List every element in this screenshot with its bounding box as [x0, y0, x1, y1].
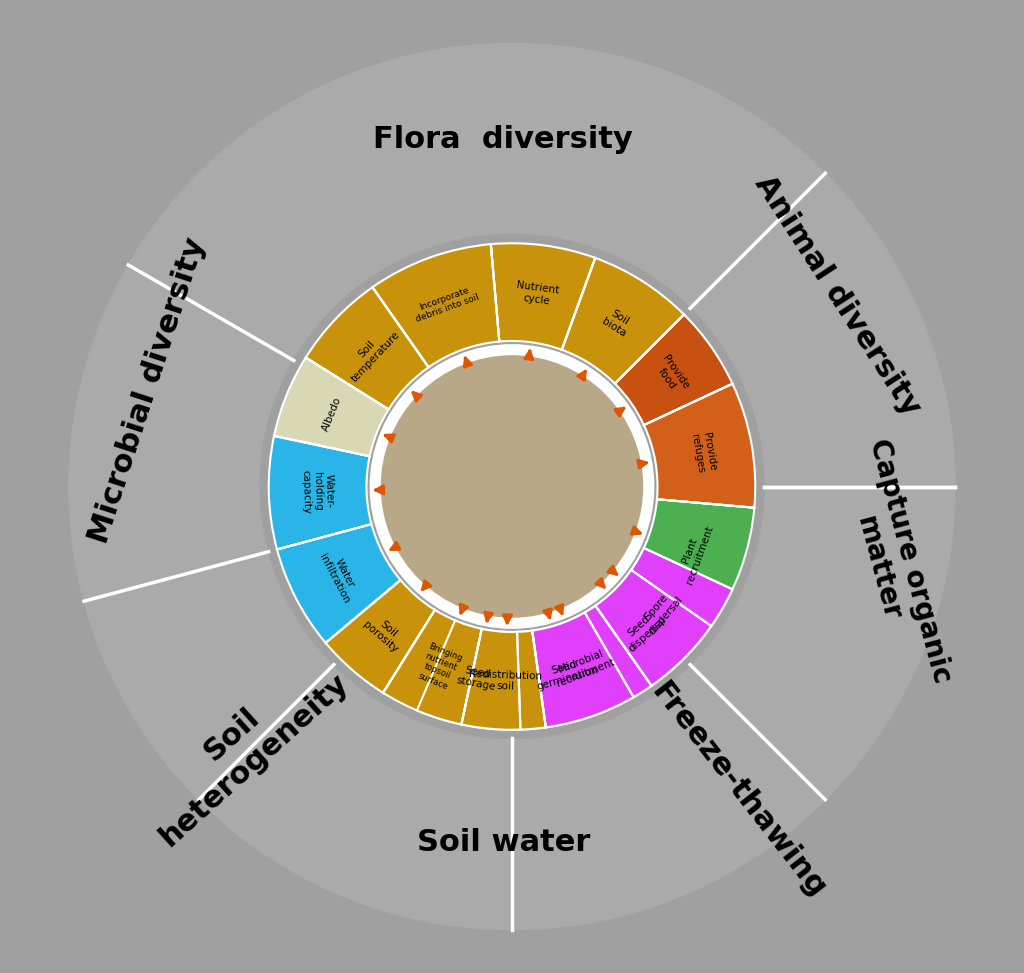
Wedge shape [462, 629, 546, 730]
Text: Albedo: Albedo [321, 395, 343, 432]
Text: Bringing
nutrient
topsoil
surface: Bringing nutrient topsoil surface [415, 641, 463, 692]
Wedge shape [631, 499, 755, 626]
Wedge shape [596, 548, 732, 686]
Circle shape [377, 352, 647, 621]
Circle shape [260, 234, 764, 739]
Wedge shape [278, 524, 400, 643]
Text: Microbial
recruitment: Microbial recruitment [551, 646, 615, 689]
Text: Incorporate
debris into soil: Incorporate debris into soil [411, 283, 480, 324]
Text: Provide
food: Provide food [651, 353, 691, 397]
Text: Spore
dispersal: Spore dispersal [637, 587, 684, 636]
Wedge shape [490, 243, 595, 349]
Text: Microbial diversity: Microbial diversity [84, 234, 210, 548]
Text: Provide
refuges: Provide refuges [689, 431, 718, 474]
Text: Water-
holding
capacity: Water- holding capacity [300, 469, 335, 514]
Wedge shape [532, 606, 651, 728]
Text: Water
infiltration: Water infiltration [317, 547, 361, 605]
Circle shape [69, 44, 955, 929]
Text: Seed
storage: Seed storage [455, 664, 498, 692]
Text: Plant
recruitment: Plant recruitment [674, 521, 716, 586]
Wedge shape [268, 436, 372, 550]
Text: Nutrient
cycle: Nutrient cycle [515, 280, 560, 307]
Wedge shape [585, 570, 712, 698]
Wedge shape [373, 244, 500, 367]
Text: Redistribution
soil: Redistribution soil [468, 668, 542, 693]
Text: Soil
biota: Soil biota [599, 306, 634, 339]
Text: Soil water: Soil water [417, 828, 590, 857]
Wedge shape [383, 610, 481, 725]
Text: Soil
heterogeneity: Soil heterogeneity [131, 642, 354, 851]
Wedge shape [274, 358, 388, 456]
Wedge shape [306, 287, 428, 410]
Text: Capture organic
matter: Capture organic matter [833, 435, 956, 694]
Text: Animal diversity: Animal diversity [750, 170, 927, 420]
Text: Flora  diversity: Flora diversity [374, 125, 633, 154]
Text: Soil
porosity: Soil porosity [361, 611, 408, 655]
Text: Soil
temperature: Soil temperature [341, 321, 401, 384]
Wedge shape [614, 314, 732, 425]
Wedge shape [326, 580, 435, 693]
Wedge shape [644, 383, 756, 508]
Text: Seed
germination: Seed germination [532, 654, 599, 693]
Wedge shape [562, 258, 684, 383]
Circle shape [43, 18, 981, 955]
Text: Seed
dispersal: Seed dispersal [618, 606, 668, 654]
Wedge shape [517, 613, 634, 730]
Wedge shape [417, 621, 520, 730]
Text: Freeze-thawing: Freeze-thawing [645, 677, 830, 904]
